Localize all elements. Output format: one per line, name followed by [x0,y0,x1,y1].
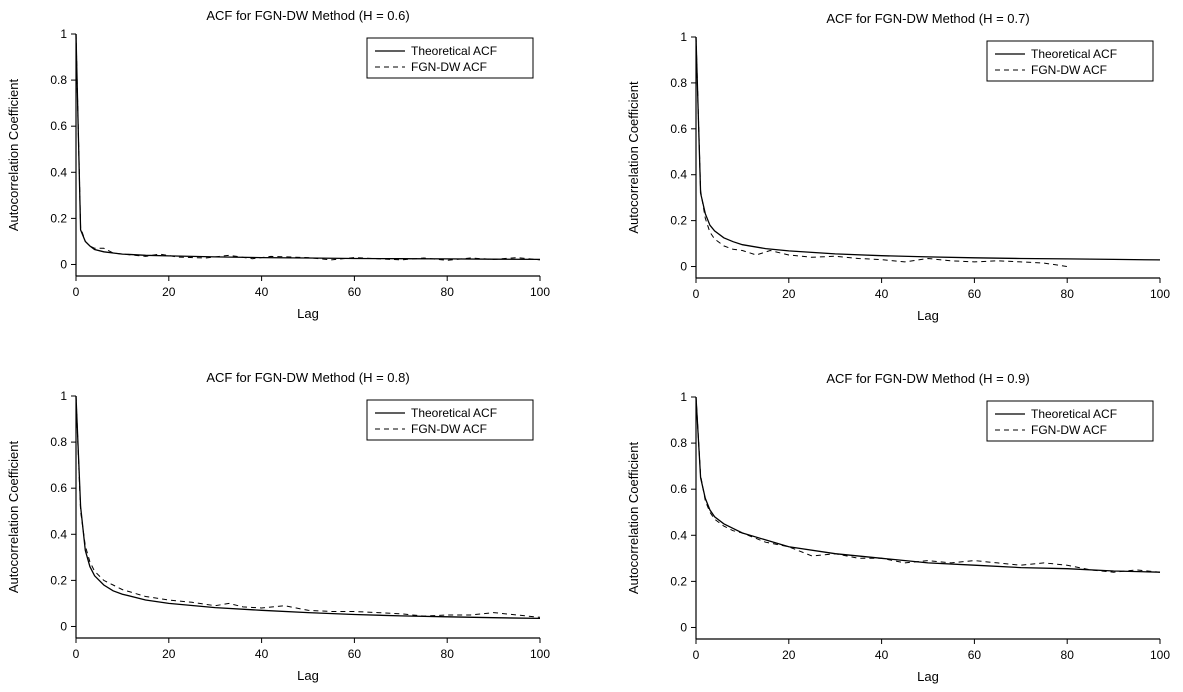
theoretical-acf-line [695,396,1161,573]
legend-label: Theoretical ACF [411,44,497,58]
legend-label: FGN-DW ACF [1031,63,1107,77]
x-tick-label: 80 [1061,648,1075,662]
y-tick-label: 0.6 [670,482,687,496]
x-tick-label: 0 [73,647,80,661]
y-tick-label: 0.4 [50,527,67,541]
legend: Theoretical ACF FGN-DW ACF [986,400,1154,442]
x-axis-label: Lag [917,308,939,323]
y-tick-label: 1 [60,27,67,41]
x-tick-label: 0 [693,287,700,301]
legend-box [986,40,1154,82]
x-tick-label: 0 [73,285,80,299]
x-tick-label: 60 [348,647,362,661]
legend-box [986,400,1154,442]
x-tick-label: 100 [530,647,550,661]
fgn-dw-acf-line [695,396,1161,573]
y-tick-label: 0.6 [50,481,67,495]
chart-panel-2: ACF for FGN-DW Method (H = 0.7) 0 20 40 60 80… [626,11,1170,323]
y-tick-label: 0.8 [670,436,687,450]
y-tick-label: 0.2 [50,211,67,225]
x-tick-label: 20 [782,648,796,662]
chart-title: ACF for FGN-DW Method (H = 0.9) [826,371,1029,386]
theoretical-acf-line [75,33,541,261]
x-tick-label: 40 [255,647,269,661]
x-tick-label: 40 [875,648,889,662]
y-tick-label: 0 [60,257,67,271]
x-tick-label: 40 [255,285,269,299]
y-tick-label: 0.8 [670,76,687,90]
y-tick-label: 0.6 [50,119,67,133]
y-tick-label: 1 [680,390,687,404]
legend: Theoretical ACF FGN-DW ACF [366,399,534,441]
x-tick-label: 20 [782,287,796,301]
x-tick-label: 40 [875,287,889,301]
x-axis-label: Lag [917,669,939,684]
x-tick-label: 60 [348,285,362,299]
fgn-dw-acf-line [695,36,1068,267]
x-tick-label: 80 [1061,287,1075,301]
y-tick-label: 1 [680,30,687,44]
y-axis-label: Autocorrelation Coefficient [626,442,641,595]
x-tick-label: 80 [441,647,455,661]
y-tick-label: 0.8 [50,435,67,449]
x-tick-label: 20 [162,285,176,299]
chart-panel-4: ACF for FGN-DW Method (H = 0.9) 0 20 40 60 80… [626,371,1170,684]
x-tick-label: 60 [968,287,982,301]
chart-panel-1: ACF for FGN-DW Method (H = 0.6) 0 20 40 60 80… [6,8,550,321]
legend-label: FGN-DW ACF [411,422,487,436]
y-tick-label: 0 [680,620,687,634]
legend-box [366,37,534,79]
legend-label: Theoretical ACF [411,406,497,420]
chart-title: ACF for FGN-DW Method (H = 0.7) [826,11,1029,26]
legend-box [366,399,534,441]
y-tick-label: 0 [680,260,687,274]
y-tick-label: 0.6 [670,122,687,136]
legend: Theoretical ACF FGN-DW ACF [366,37,534,79]
chart-panel-3: ACF for FGN-DW Method (H = 0.8) 0 20 40 60 80… [6,370,550,683]
y-tick-label: 0.4 [50,165,67,179]
y-axis-label: Autocorrelation Coefficient [6,79,21,232]
x-axis-label: Lag [297,668,319,683]
x-tick-label: 100 [1150,287,1170,301]
x-tick-label: 0 [693,648,700,662]
fgn-dw-acf-line [75,395,541,618]
x-tick-label: 20 [162,647,176,661]
x-tick-label: 100 [530,285,550,299]
y-tick-label: 0.2 [670,214,687,228]
x-axis-label: Lag [297,306,319,321]
legend-label: Theoretical ACF [1031,407,1117,421]
legend-label: FGN-DW ACF [411,60,487,74]
y-tick-label: 0.4 [670,168,687,182]
y-tick-label: 0.2 [50,573,67,587]
legend-label: Theoretical ACF [1031,47,1117,61]
y-tick-label: 0.4 [670,528,687,542]
legend: Theoretical ACF FGN-DW ACF [986,40,1154,82]
x-tick-label: 60 [968,648,982,662]
y-tick-label: 0.2 [670,574,687,588]
theoretical-acf-line [75,395,541,620]
x-tick-label: 80 [441,285,455,299]
chart-title: ACF for FGN-DW Method (H = 0.6) [206,8,409,23]
legend-label: FGN-DW ACF [1031,423,1107,437]
x-tick-label: 100 [1150,648,1170,662]
y-axis-label: Autocorrelation Coefficient [6,441,21,594]
y-tick-label: 1 [60,389,67,403]
y-axis-label: Autocorrelation Coefficient [626,81,641,234]
chart-title: ACF for FGN-DW Method (H = 0.8) [206,370,409,385]
y-tick-label: 0 [60,619,67,633]
fgn-dw-acf-line [75,33,541,261]
theoretical-acf-line [695,36,1161,261]
y-tick-label: 0.8 [50,73,67,87]
